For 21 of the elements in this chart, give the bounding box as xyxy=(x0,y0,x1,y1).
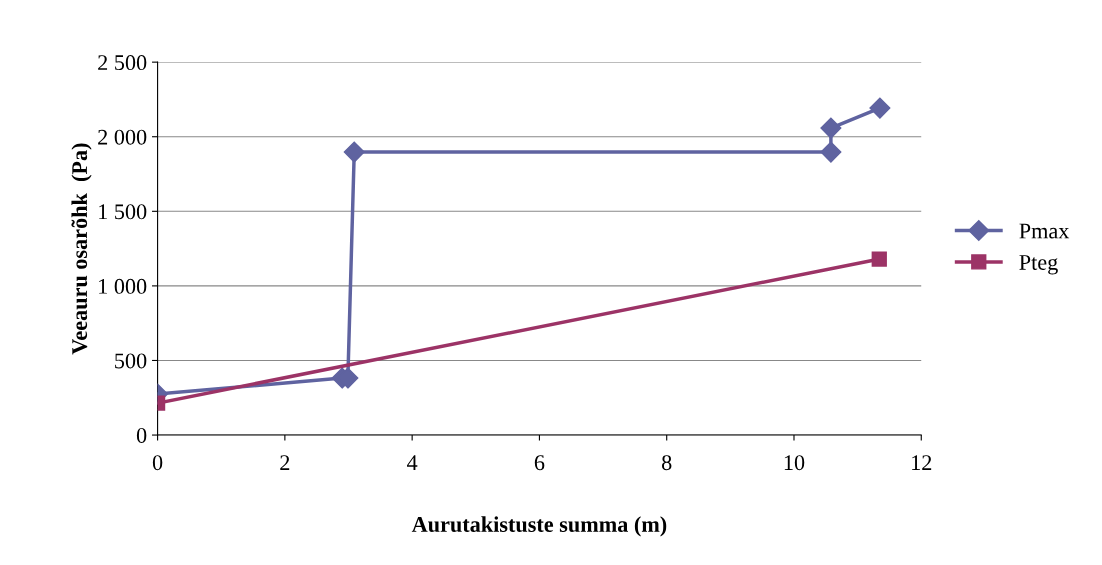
legend-label: Pmax xyxy=(1019,223,1070,239)
y-tick-label: 1 000 xyxy=(99,278,147,294)
point xyxy=(820,117,842,139)
y-tick-label: 1 500 xyxy=(99,204,147,220)
x-tick-label: 0 xyxy=(152,455,163,471)
y-axis-title: Veeauru osarõhk (Pa) xyxy=(71,143,92,355)
x-tick-label: 10 xyxy=(784,455,805,471)
y-tick-label: 500 xyxy=(115,353,147,369)
point xyxy=(820,141,842,163)
x-axis-title: Aurutakistuste summa (m) xyxy=(411,516,667,537)
legend-label: Pteg xyxy=(1019,255,1058,275)
x-tick-label: 8 xyxy=(662,455,672,471)
point xyxy=(869,97,891,119)
y-tick-label: 2 000 xyxy=(98,129,147,145)
point xyxy=(343,141,365,163)
x-tick-label: 12 xyxy=(912,455,932,470)
x-tick-label: 6 xyxy=(534,455,545,471)
y-tick-label: 0 xyxy=(136,427,147,443)
y-tick-label: 2 500 xyxy=(98,55,147,71)
x-tick-label: 4 xyxy=(407,455,418,470)
x-tick-label: 2 xyxy=(280,455,290,470)
